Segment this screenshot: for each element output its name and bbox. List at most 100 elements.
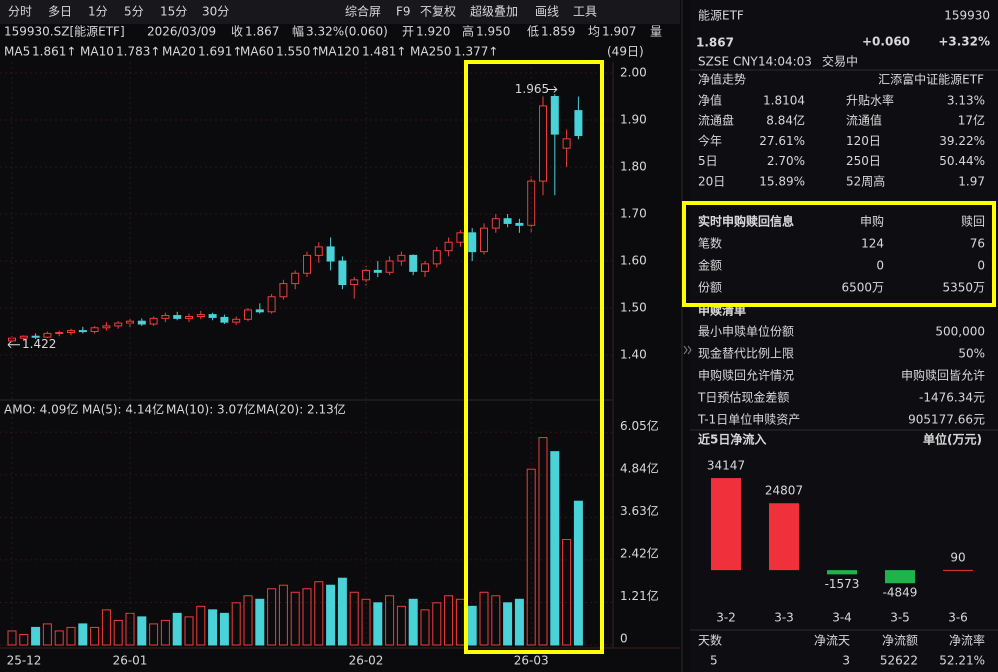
x-tick-label: 3-5 [890, 611, 910, 625]
volume-bar [113, 619, 123, 646]
volume-bar [137, 616, 147, 646]
candle-body [409, 254, 418, 272]
x-tick-label: 3-6 [948, 611, 968, 625]
volume-bar [420, 609, 430, 646]
volume-bar [444, 595, 454, 646]
label: 2026/03/09 [147, 25, 216, 39]
label: 赎回 [961, 215, 985, 229]
volume-bar [573, 500, 583, 646]
candle-body [31, 335, 40, 338]
label: 3.13% [947, 94, 985, 108]
candle-body [480, 227, 488, 253]
tool-button[interactable]: 综合屏 [345, 4, 381, 19]
label: 净流天 [814, 634, 850, 648]
tool-button[interactable]: 超级叠加 [470, 4, 518, 19]
label: 流通盘 [698, 113, 734, 128]
volume-bar [278, 584, 288, 646]
volume-bar [19, 633, 29, 646]
candle-body [185, 315, 193, 319]
label: 申购 [860, 214, 884, 229]
candle-body [291, 272, 300, 285]
label: MA60 [240, 45, 274, 59]
volume-bar [479, 591, 489, 646]
volume-bar [432, 602, 442, 646]
volume-bar [101, 609, 111, 646]
label: 52周高 [846, 173, 885, 188]
label: MA5 [4, 45, 30, 59]
x-tick-label: 26-02 [349, 654, 384, 668]
candle-body [326, 246, 335, 262]
label: 250日 [846, 154, 881, 168]
volume-bar [349, 591, 359, 646]
label: 1.97 [958, 174, 985, 188]
tool-button[interactable]: F9 [396, 5, 411, 19]
label: 3.32%(0.060) [306, 25, 388, 39]
min-label: 1.422 [22, 337, 56, 351]
collapse-icon[interactable] [683, 345, 692, 355]
candle-body [432, 250, 441, 265]
label: 1.481↑ [362, 45, 406, 59]
volume-bar [290, 591, 300, 646]
tab[interactable]: 30分 [202, 5, 229, 19]
label: MA20 [162, 45, 196, 59]
tab[interactable]: 15分 [160, 5, 187, 19]
volume-bar [562, 539, 572, 646]
x-tick-label: 3-3 [774, 611, 794, 625]
value-label: 90 [950, 550, 965, 564]
label: 低 [527, 25, 539, 39]
candle-body [279, 283, 288, 298]
tool-button[interactable]: 工具 [573, 5, 597, 19]
volume-bar [326, 584, 336, 646]
label: 净值 [698, 93, 722, 108]
label: 27.61% [759, 134, 805, 148]
candle-body [137, 320, 146, 325]
label: 份额 [698, 281, 722, 295]
candle-body [574, 110, 583, 137]
tab[interactable]: 1分 [88, 5, 108, 19]
candle-body [421, 263, 429, 272]
label: 交易中 [822, 54, 858, 69]
volume-bar [503, 602, 513, 646]
label: 1.950 [476, 25, 510, 39]
candle-body [90, 327, 99, 333]
tool-button[interactable]: 画线 [535, 5, 559, 19]
volume-bar [219, 612, 229, 646]
label: 净流率 [949, 633, 985, 648]
label: 1.377↑ [454, 45, 498, 59]
candle-body [350, 279, 359, 286]
label: 申购赎回皆允许 [901, 368, 985, 383]
label: MA10 [80, 45, 114, 59]
label: -1476.34元 [919, 391, 985, 405]
label: 金额 [698, 258, 722, 273]
volume-bar [208, 609, 218, 646]
candle-body [196, 314, 205, 317]
tab[interactable]: 多日 [48, 5, 72, 19]
volume-bar [31, 626, 41, 646]
label: 5日 [698, 154, 718, 168]
label: 现金替代比例上限 [698, 346, 794, 361]
label: 6500万 [841, 281, 884, 295]
label: 笔数 [698, 236, 722, 251]
label: MA(10): 3.07亿 [166, 402, 256, 417]
y-tick-label: 6.05亿 [620, 418, 659, 433]
tab[interactable]: 5分 [124, 5, 144, 19]
volume-bar [255, 598, 265, 646]
candle-body [149, 317, 158, 325]
label: +3.32% [938, 35, 990, 49]
volume-bar [550, 451, 560, 646]
label: 1.550↑ [276, 45, 320, 59]
label: 500,000 [935, 325, 985, 339]
volume-bar [385, 595, 395, 646]
volume-bar [373, 602, 383, 646]
label: 1.920 [416, 25, 450, 39]
candle-body [19, 335, 28, 339]
tool-button[interactable]: 不复权 [420, 5, 456, 19]
candle-body [397, 254, 406, 262]
volume-bar [514, 598, 524, 646]
label: CNY [733, 55, 758, 69]
volume-bar [196, 605, 206, 646]
y-tick-label: 1.70 [620, 207, 647, 221]
label: 2.70% [767, 154, 805, 168]
tab[interactable]: 分时 [8, 5, 32, 19]
label: 905177.66元 [908, 413, 985, 427]
